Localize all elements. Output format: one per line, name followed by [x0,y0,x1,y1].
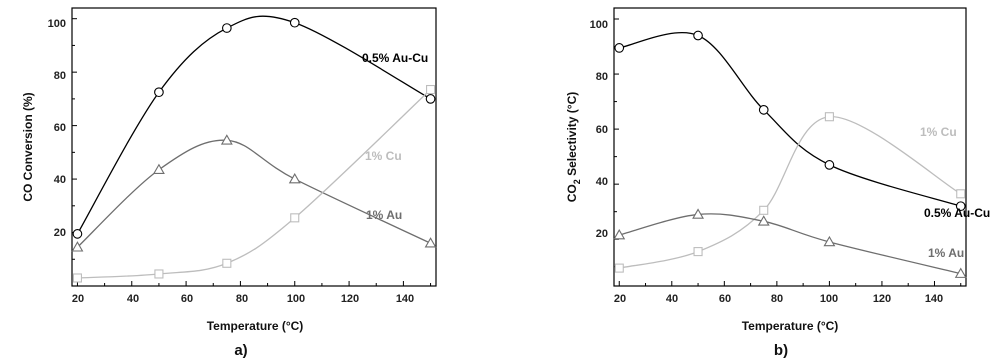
data-point-square [154,269,164,279]
data-point-circle [693,30,703,41]
y-axis-title-rest: Selectivity (°C) [565,92,579,180]
x-tick-label: 140 [925,293,943,305]
data-point-circle [614,43,625,53]
series-line [619,213,961,275]
y-tick-label: 40 [54,174,66,186]
x-tick-label: 80 [236,293,248,305]
data-point-circle [425,94,436,104]
x-tick-label: 120 [873,293,891,305]
data-point-triangle [757,215,770,226]
x-tick-label: 40 [666,293,678,305]
data-point-triangle [954,267,967,278]
y-tick-label: 20 [54,227,66,239]
x-tick-label: 60 [719,293,731,305]
data-point-triangle [823,235,836,247]
x-axis-title: Temperature (°C) [207,319,304,333]
panel-label-b: b) [774,342,788,359]
data-point-circle [154,87,164,98]
y-axis-title: CO Conversion (%) [21,92,35,201]
data-point-square [824,112,834,122]
series-label-cu: 1% Cu [365,149,402,163]
y-tick-label: 60 [596,124,608,136]
data-point-square [693,247,703,257]
series-line [619,116,962,269]
ticks-group-b [614,18,962,286]
chart-panel-b: 20 40 60 80 100 120 140 20 40 60 80 100 … [565,7,990,359]
series-label-au-cu: 0.5% Au-Cu [362,51,428,65]
data-point-square [426,84,436,95]
x-tick-label: 40 [127,293,139,305]
y-tick-label: 80 [596,71,608,83]
panel-label-a: a) [234,342,247,359]
y-axis-title-subscript: 2 [572,179,582,184]
y-tick-label: 20 [596,228,608,240]
data-point-triangle [220,134,233,145]
data-point-square [759,205,769,215]
y-tick-label: 100 [48,18,66,30]
data-point-triangle [692,208,705,219]
series-group-b [613,30,967,278]
data-point-circle [289,17,300,28]
data-point-triangle [613,228,626,240]
x-axis-title: Temperature (°C) [742,319,839,333]
data-point-square [614,263,624,273]
x-tick-label: 20 [72,293,84,305]
y-axis-title: CO2 Selectivity (°C) [565,92,582,203]
x-tick-label: 140 [396,293,414,305]
y-tick-label: 80 [54,70,66,82]
x-tick-label: 100 [820,293,838,305]
y-tick-label: 100 [590,19,608,31]
data-point-circle [221,23,232,33]
y-tick-label: 40 [596,176,608,188]
plot-frame-b [613,7,967,287]
x-tick-label: 100 [287,293,305,305]
series-line [76,15,431,235]
series-label-au-cu: 0.5% Au-Cu [924,206,990,220]
data-point-triangle [152,163,165,175]
plot-frame-a [71,7,437,287]
series-group-a [71,15,437,283]
data-point-square [72,273,82,283]
y-axis-title-main: CO [565,184,579,202]
ticks-group-a [72,18,432,286]
data-point-triangle [71,241,84,252]
x-tick-label: 80 [771,293,783,305]
x-tick-label: 120 [341,293,359,305]
y-tick-label: 60 [54,122,66,134]
data-point-triangle [424,237,437,248]
x-tick-label: 60 [181,293,193,305]
series-line [77,89,432,279]
series-line [619,31,961,207]
data-point-square [222,258,232,268]
series-label-cu: 1% Cu [920,125,957,139]
data-point-circle [955,201,966,212]
data-point-square [290,213,300,223]
data-point-circle [72,229,83,239]
series-label-au: 1% Au [928,246,964,260]
data-point-triangle [288,172,301,184]
series-label-au: 1% Au [366,208,402,222]
chart-panel-a: 20 40 60 80 100 120 140 20 40 60 80 100 … [21,7,437,359]
x-tick-label: 20 [614,293,626,305]
data-point-circle [758,104,769,115]
data-point-circle [824,160,835,170]
data-point-square [956,189,966,199]
